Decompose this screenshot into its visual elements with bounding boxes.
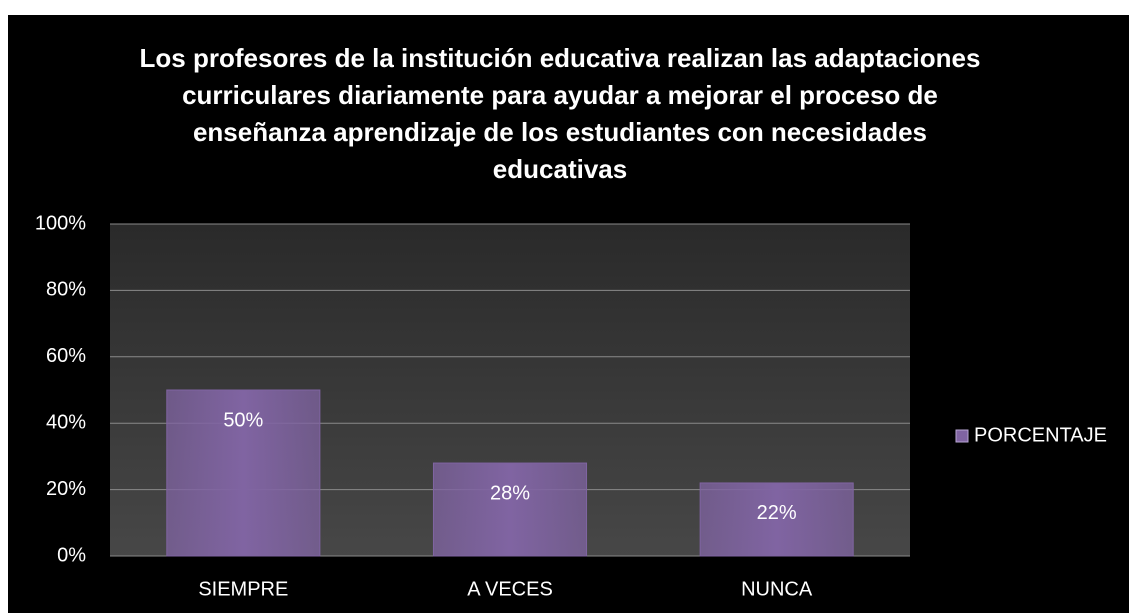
legend-swatch [955, 429, 969, 443]
x-tick-label: A VECES [467, 578, 553, 600]
y-tick-label: 20% [46, 478, 86, 500]
bar [432, 462, 588, 557]
bar [699, 482, 854, 557]
x-tick-label: SIEMPRE [198, 578, 288, 600]
bar [166, 389, 321, 557]
legend-label: PORCENTAJE [974, 424, 1107, 446]
data-label: 22% [757, 502, 797, 524]
y-tick-label: 40% [46, 411, 86, 433]
x-tick-label: NUNCA [741, 578, 813, 600]
data-label: 28% [490, 482, 530, 504]
chart-title: Los profesores de la institución educati… [139, 43, 981, 184]
y-tick-label: 80% [46, 279, 86, 301]
y-tick-label: 100% [35, 212, 86, 234]
y-tick-label: 0% [57, 544, 86, 566]
data-label: 50% [223, 409, 263, 431]
y-tick-label: 60% [46, 345, 86, 367]
